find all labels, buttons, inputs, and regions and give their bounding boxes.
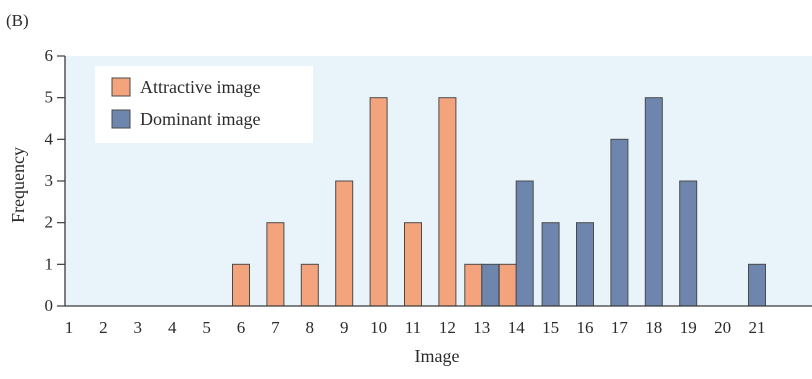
x-ticks: 1 2 3 4 5 6 7 8 9 10 11 12 13 14 15 16 17 18 19 20 21: [65, 318, 766, 337]
legend-label-dominant: Dominant image: [140, 109, 260, 129]
x-tick-label: 7: [271, 318, 280, 337]
bar-dominant-image: [644, 97, 663, 307]
x-tick-label: 8: [306, 318, 315, 337]
y-tick-label: 6: [45, 46, 54, 65]
x-axis-label: Image: [415, 346, 460, 366]
panel-label: (B): [6, 11, 29, 30]
bar-attractive-image: [232, 263, 250, 307]
x-tick-label: 14: [508, 318, 526, 337]
bar-attractive-image: [300, 263, 319, 307]
bar-dominant-image: [515, 180, 534, 307]
legend-label-attractive: Attractive image: [140, 77, 260, 97]
bar-attractive-image: [335, 180, 354, 307]
bar-dominant-image: [610, 138, 629, 307]
y-tick-label: 2: [45, 213, 54, 232]
x-tick-label: 18: [645, 318, 662, 337]
bars-layer: [232, 97, 766, 307]
bar-dominant-image: [679, 180, 698, 307]
y-tick-label: 4: [45, 129, 54, 148]
x-tick-label: 11: [405, 318, 421, 337]
y-axis-label: Frequency: [8, 147, 28, 223]
y-ticks: 0 1 2 3 4 5 6: [45, 46, 65, 315]
bar-dominant-image: [541, 222, 560, 307]
bar-dominant-image: [748, 263, 766, 307]
y-tick-label: 5: [45, 88, 54, 107]
legend-box: [95, 66, 313, 143]
x-tick-label: 4: [168, 318, 177, 337]
x-tick-label: 2: [99, 318, 108, 337]
bar-dominant-image: [576, 222, 594, 307]
x-tick-label: 15: [542, 318, 559, 337]
bar-attractive-image: [438, 97, 457, 307]
x-tick-label: 17: [611, 318, 629, 337]
x-tick-label: 19: [680, 318, 697, 337]
x-tick-label: 21: [749, 318, 766, 337]
bar-dominant-image: [481, 263, 500, 307]
bar-attractive-image: [404, 222, 422, 307]
legend-swatch-attractive: [111, 77, 131, 97]
bar-attractive-image: [369, 97, 388, 307]
x-tick-label: 1: [65, 318, 74, 337]
x-tick-label: 3: [134, 318, 143, 337]
x-tick-label: 6: [237, 318, 246, 337]
x-tick-label: 20: [714, 318, 731, 337]
bar-attractive-image: [266, 222, 285, 307]
x-tick-label: 13: [473, 318, 490, 337]
y-tick-label: 1: [45, 254, 54, 273]
bar-attractive-image: [498, 263, 517, 307]
y-tick-label: 3: [45, 171, 54, 190]
legend: Attractive image Dominant image: [95, 66, 313, 143]
y-tick-label: 0: [45, 296, 54, 315]
x-tick-label: 10: [370, 318, 387, 337]
x-tick-label: 12: [439, 318, 456, 337]
x-tick-label: 5: [202, 318, 211, 337]
x-tick-label: 16: [577, 318, 594, 337]
legend-swatch-dominant: [111, 109, 131, 129]
bar-attractive-image: [464, 263, 483, 307]
x-tick-label: 9: [340, 318, 349, 337]
